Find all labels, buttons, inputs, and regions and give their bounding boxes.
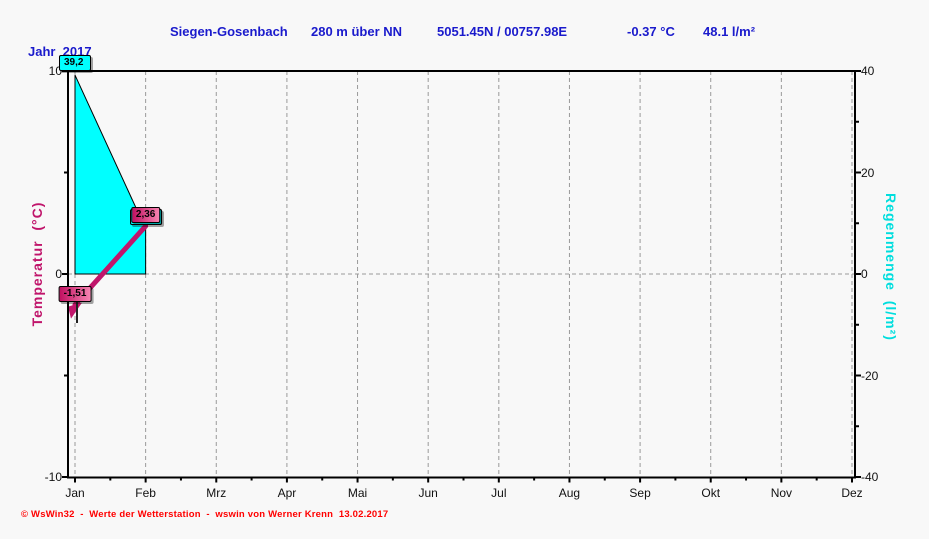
total-rain: 48.1 l/m² (703, 24, 756, 39)
month-label-apr: Apr (277, 486, 297, 500)
month-label-aug: Aug (558, 486, 581, 500)
copyright-footer: © WsWin32 - Werte der Wetterstation - ws… (21, 509, 389, 520)
right-axis-tick-label: -40 (861, 470, 879, 484)
right-axis-tick-label: 40 (861, 64, 875, 78)
right-axis-tick-label: 20 (861, 165, 875, 180)
station-coordinates: 5051.45N / 00757.98E (437, 24, 568, 39)
month-label-nov: Nov (770, 486, 793, 500)
right-axis-tick-label: 0 (861, 267, 868, 281)
month-label-feb: Feb (135, 486, 156, 500)
temperature-value-label-feb: 2,36 (130, 207, 161, 224)
month-label-jan: Jan (65, 486, 85, 500)
temperature-value-label-jan: -1,51 (58, 285, 92, 302)
mean-temperature: -0.37 °C (627, 24, 675, 39)
right-axis-title: Regenmenge (l/m²) (883, 193, 899, 341)
month-label-jun: Jun (418, 486, 438, 500)
right-axis-tick-label: -20 (861, 368, 879, 383)
station-name: Siegen-Gosenbach (170, 24, 288, 39)
left-axis-tick-label: 0 (55, 267, 62, 281)
left-axis-title: Temperatur (°C) (29, 201, 45, 327)
month-label-jul: Jul (491, 486, 507, 500)
month-label-mrz: Mrz (206, 486, 227, 500)
month-label-mai: Mai (347, 486, 368, 500)
left-axis-tick-label: -10 (44, 470, 62, 484)
station-altitude: 280 m über NN (311, 24, 403, 39)
left-axis-tick-label: 10 (48, 64, 62, 78)
month-label-sep: Sep (629, 486, 651, 500)
label-pointer-line (76, 302, 78, 323)
month-label-okt: Okt (701, 486, 721, 500)
rain-value-label-jan: 39,2 (59, 55, 91, 72)
month-label-dez: Dez (841, 486, 863, 500)
